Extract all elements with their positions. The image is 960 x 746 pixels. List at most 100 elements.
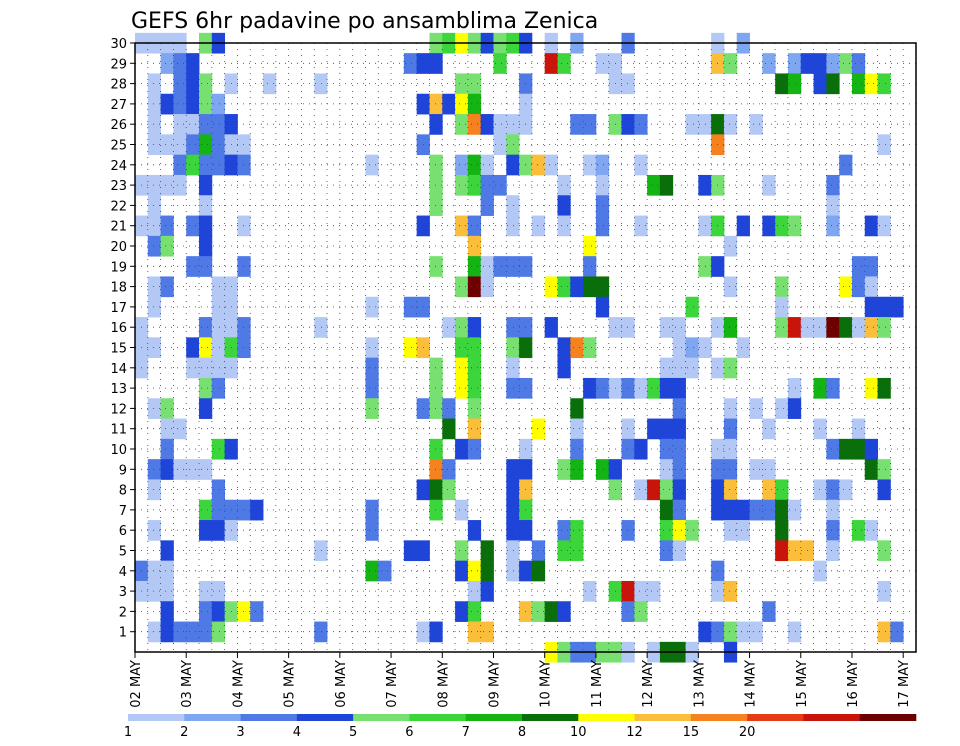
heatmap-cell [480, 540, 494, 562]
heatmap-cell [685, 357, 699, 379]
heatmap-cell [365, 560, 379, 582]
heatmap-cell [787, 215, 802, 237]
y-tick-label: 17 [110, 301, 127, 316]
heatmap-cell [211, 438, 226, 460]
heatmap-cell [493, 53, 507, 74]
heatmap-cell [186, 621, 200, 643]
heatmap-cell [173, 418, 187, 440]
heatmap-cell [647, 377, 661, 399]
heatmap-cell [813, 418, 827, 440]
heatmap-cell [480, 114, 494, 135]
heatmap-cell [160, 580, 174, 602]
heatmap-cell [147, 459, 161, 480]
colorbar-tick-label: 4 [293, 725, 301, 740]
y-tick-label: 29 [110, 57, 127, 72]
heatmap-cell [199, 174, 213, 196]
heatmap-cell [826, 73, 840, 95]
y-tick-label: 23 [110, 179, 127, 194]
heatmap-cell [723, 459, 738, 480]
heatmap-cell [557, 337, 571, 359]
heatmap-cell [160, 601, 174, 622]
heatmap-cell [211, 520, 226, 541]
heatmap-cell [480, 174, 494, 196]
heatmap-cell [698, 174, 712, 196]
heatmap-cell [429, 398, 443, 419]
heatmap-cell [467, 621, 482, 643]
heatmap-cell [147, 134, 161, 156]
heatmap-cell [506, 114, 520, 135]
heatmap-cell [442, 93, 456, 115]
x-tick-label: 17 MAY [897, 660, 912, 708]
heatmap-cell [211, 114, 226, 135]
heatmap-cell [595, 459, 610, 480]
heatmap-cell [544, 53, 558, 74]
heatmap-cell [659, 459, 674, 480]
heatmap-cell [314, 621, 328, 643]
colorbar-swatch [690, 714, 748, 721]
heatmap-cell [467, 235, 482, 257]
heatmap-cell [314, 540, 328, 562]
heatmap-cell [621, 317, 635, 338]
heatmap-cell [211, 317, 226, 338]
heatmap-cell [595, 276, 610, 298]
heatmap-cell [621, 438, 635, 460]
heatmap-cell [813, 317, 827, 338]
y-tick-label: 8 [119, 484, 127, 499]
heatmap-cell [455, 601, 469, 622]
heatmap-cell [634, 580, 648, 602]
heatmap-cell [147, 621, 161, 643]
heatmap-cell [160, 438, 174, 460]
heatmap-cell [787, 398, 802, 419]
heatmap-cell [864, 459, 878, 480]
heatmap-cell [672, 459, 686, 480]
heatmap-cell [570, 114, 584, 135]
heatmap-cell [749, 459, 763, 480]
heatmap-cell [775, 296, 789, 318]
heatmap-cell [672, 520, 686, 541]
y-tick-label: 15 [110, 342, 127, 357]
heatmap-cell [557, 174, 571, 196]
heatmap-cell [365, 337, 379, 359]
heatmap-cell [442, 459, 456, 480]
heatmap-cell [736, 621, 750, 643]
heatmap-cell [851, 276, 866, 298]
heatmap-cell [864, 317, 878, 338]
heatmap-cell [826, 520, 840, 541]
colorbar-tick-label: 7 [462, 725, 470, 740]
heatmap-cell [672, 418, 686, 440]
heatmap-cell [531, 540, 546, 562]
heatmap-cell [211, 276, 226, 298]
x-tick-label: 03 MAY [180, 660, 195, 708]
heatmap-cell [429, 93, 443, 115]
heatmap-cell [749, 114, 763, 135]
heatmap-cell [672, 540, 686, 562]
heatmap-cell [826, 499, 840, 521]
y-tick-label: 7 [119, 504, 127, 519]
y-tick-label: 19 [110, 260, 127, 275]
y-tick-label: 22 [110, 199, 127, 214]
heatmap-cell [480, 580, 494, 602]
colorbar-tick-label: 20 [739, 725, 756, 740]
heatmap-cell [467, 337, 482, 359]
heatmap-cell [199, 195, 213, 216]
heatmap-cell [429, 53, 443, 74]
y-tick-label: 16 [110, 321, 127, 336]
y-tick-label: 20 [110, 240, 127, 255]
heatmap-cell [826, 174, 840, 196]
heatmap-cell [672, 438, 686, 460]
heatmap-cell [467, 560, 482, 582]
heatmap-cell [506, 337, 520, 359]
heatmap-cell [237, 134, 251, 156]
heatmap-cell [186, 357, 200, 379]
heatmap-cell [467, 256, 482, 277]
heatmap-cell [480, 276, 494, 298]
heatmap-cell [698, 114, 712, 135]
heatmap-cell [173, 114, 187, 135]
heatmap-cell [557, 195, 571, 216]
heatmap-cell [147, 215, 161, 237]
y-axis: 1234567891011121314151617181920212223242… [110, 37, 135, 641]
heatmap-cell [480, 621, 494, 643]
heatmap-cell [851, 73, 866, 95]
heatmap-cell [211, 337, 226, 359]
y-tick-label: 30 [110, 37, 127, 52]
